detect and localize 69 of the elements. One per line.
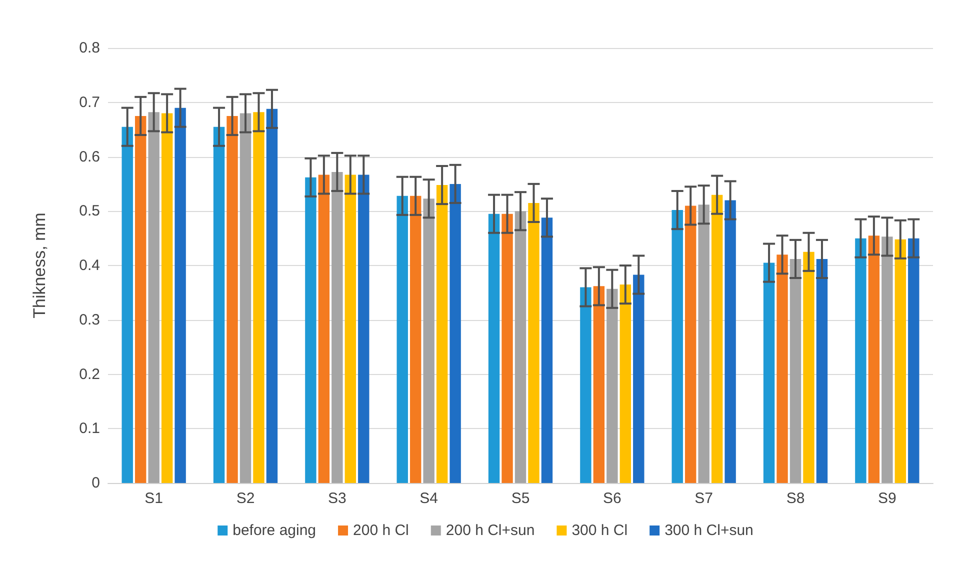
bar (698, 204, 710, 483)
x-tick-label: S7 (694, 490, 714, 507)
bar (633, 274, 644, 483)
y-tick-label: 0.8 (79, 40, 100, 56)
bar (541, 218, 553, 483)
bar (684, 206, 696, 483)
bar (724, 200, 736, 483)
y-tick-label: 0.5 (79, 202, 100, 220)
bar (253, 112, 264, 483)
bar (502, 214, 513, 483)
y-tick-label: 0 (92, 474, 100, 492)
bar (134, 116, 146, 483)
y-tick-label: 0.1 (79, 420, 100, 438)
bar (606, 288, 618, 483)
bar (410, 196, 422, 483)
bar (620, 284, 632, 483)
x-tick-label: S3 (328, 490, 346, 507)
bar (894, 239, 906, 483)
legend-label: 200 h Cl (353, 522, 409, 539)
legend-label: 300 h Cl+sun (664, 522, 754, 539)
bar (816, 258, 828, 483)
bar (122, 126, 133, 483)
y-tick-label: 0.4 (79, 257, 100, 274)
bar (855, 238, 866, 483)
x-tick-label: S1 (144, 490, 164, 507)
bar (436, 185, 448, 483)
bar (344, 174, 356, 483)
bar (396, 196, 408, 483)
bar (240, 113, 252, 483)
bar (226, 116, 238, 483)
legend-label: 300 h Cl (572, 522, 628, 539)
bar (580, 287, 592, 483)
y-tick-label: 0.6 (79, 148, 100, 166)
bar (318, 174, 330, 483)
x-tick-label: S9 (878, 490, 896, 507)
bar (514, 211, 526, 483)
bar (763, 262, 775, 483)
y-tick-label: 0.7 (79, 94, 100, 111)
bar (711, 194, 723, 483)
bar (305, 177, 316, 483)
bar (332, 172, 343, 483)
x-tick-label: S5 (511, 490, 530, 507)
bar (790, 258, 802, 483)
y-tick-label: 0.2 (79, 366, 100, 383)
bar (672, 210, 683, 483)
bar (868, 236, 880, 483)
bar (776, 254, 788, 483)
bar (593, 286, 605, 483)
x-tick-label: S6 (602, 490, 622, 507)
bar (161, 113, 173, 483)
bar (882, 236, 893, 483)
legend-label: before aging (232, 522, 316, 539)
bar (528, 202, 540, 483)
x-tick-label: S4 (420, 490, 438, 507)
bar (488, 214, 500, 483)
bar (358, 174, 370, 483)
bar (148, 112, 160, 483)
x-tick-label: S2 (236, 490, 255, 507)
bar (803, 252, 814, 483)
legend-label: 200 h Cl+sun (446, 522, 535, 539)
bar (174, 108, 186, 483)
bar (213, 126, 225, 483)
bar (908, 238, 920, 483)
x-tick-label: S8 (786, 490, 805, 507)
y-axis-title: Thikness, mm (30, 212, 49, 318)
bar (423, 198, 434, 483)
bar (450, 184, 461, 483)
y-tick-label: 0.3 (79, 311, 100, 328)
bar (266, 108, 278, 483)
